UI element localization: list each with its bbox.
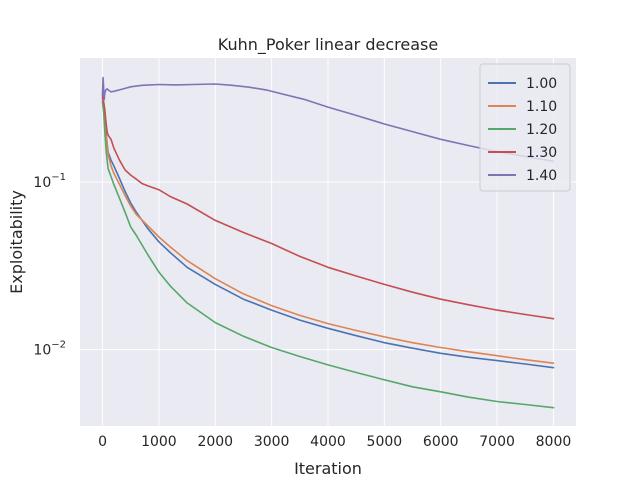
x-tick-label: 0 [98, 434, 107, 450]
x-tick-label: 3000 [254, 434, 290, 450]
x-tick-label: 7000 [479, 434, 515, 450]
legend: 1.00 1.10 1.20 1.30 1.40 [479, 63, 571, 192]
legend-label: 1.40 [526, 168, 557, 184]
x-tick-labels: 0 1000 2000 3000 4000 5000 6000 7000 8000 [98, 434, 571, 450]
x-tick-label: 8000 [536, 434, 572, 450]
chart-title: Kuhn_Poker linear decrease [218, 35, 438, 55]
x-axis-label: Iteration [294, 459, 362, 478]
series-line-1-20 [101, 101, 555, 409]
y-tick-label: 10−2 [33, 340, 66, 359]
x-tick-label: 6000 [423, 434, 459, 450]
series-line-1-10 [101, 98, 555, 364]
y-tick-label: 10−1 [33, 172, 66, 191]
x-tick-label: 1000 [141, 434, 177, 450]
series-line-1-40 [101, 76, 555, 163]
x-tick-label: 5000 [367, 434, 403, 450]
legend-label: 1.00 [526, 76, 557, 92]
y-axis-label: Exploitability [7, 190, 26, 294]
legend-label: 1.20 [526, 122, 557, 138]
legend-label: 1.10 [526, 99, 557, 115]
x-tick-label: 4000 [310, 434, 346, 450]
series-lines [101, 76, 555, 409]
y-tick-labels: 10−2 10−1 [33, 172, 66, 359]
series-line-1-30 [101, 94, 555, 320]
x-tick-label: 2000 [197, 434, 233, 450]
legend-label: 1.30 [526, 145, 557, 161]
legend-box [479, 63, 571, 192]
